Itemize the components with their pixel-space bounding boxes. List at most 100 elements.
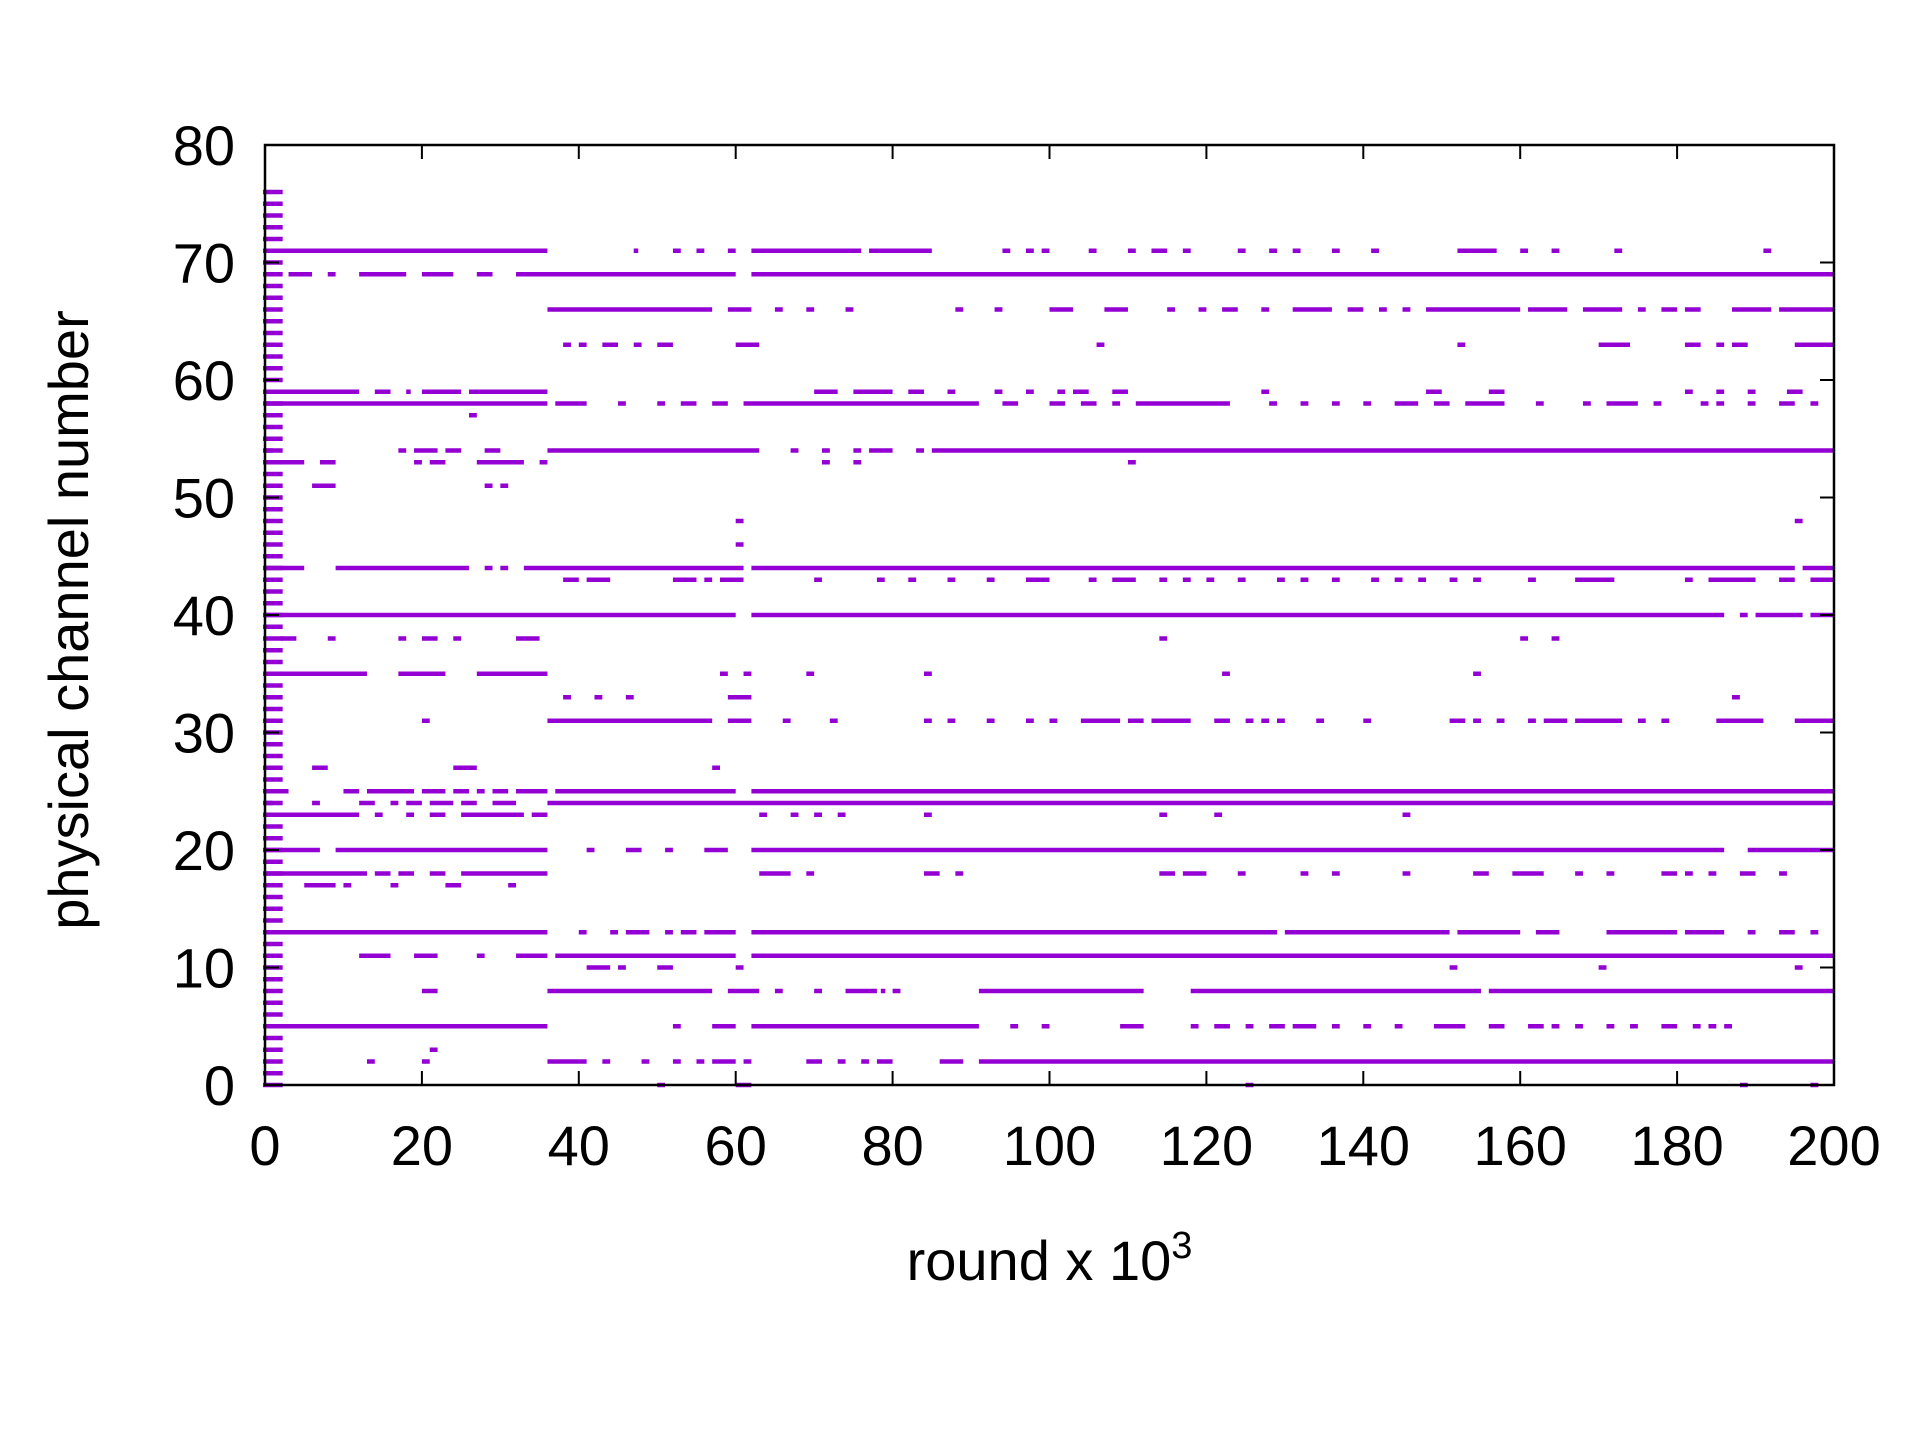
channel-18-mark — [806, 871, 815, 876]
channel-2-mark — [421, 1059, 430, 1064]
channel-35-mark — [923, 671, 932, 676]
channel-40-mark — [265, 612, 736, 618]
channel-31-mark — [1214, 718, 1230, 723]
channel-43-mark — [876, 577, 885, 582]
initial-scan-mark — [263, 753, 283, 759]
channel-25-mark — [555, 789, 736, 794]
channel-2-mark — [366, 1059, 375, 1064]
initial-scan-mark — [263, 507, 283, 512]
channel-43-mark — [947, 577, 956, 582]
channel-31-mark — [1637, 718, 1646, 723]
channel-18-mark — [955, 871, 964, 876]
channel-5-mark — [1394, 1024, 1403, 1029]
channel-31-mark — [1261, 718, 1270, 723]
tick-labels: 0 20 40 60 80 100 120 140 160 180 200 0 10 20 30 40 50 60… — [173, 114, 1881, 1177]
channel-5-mark — [265, 1024, 548, 1029]
channel-63-mark — [735, 342, 760, 347]
channel-18-mark — [759, 871, 791, 876]
channel-23-mark — [759, 812, 768, 817]
channel-31-mark — [1543, 718, 1568, 723]
channel-43-mark — [1708, 577, 1756, 582]
initial-scan-mark — [263, 659, 283, 665]
channel-2-mark — [939, 1059, 964, 1064]
channel-5-mark — [1528, 1024, 1544, 1029]
channel-44-mark — [1802, 565, 1834, 571]
channel-54-mark — [790, 448, 799, 453]
channel-8-mark — [1190, 988, 1481, 994]
channel-59-mark — [1786, 389, 1803, 394]
initial-scan-mark — [263, 307, 283, 312]
channel-44-mark — [484, 565, 493, 571]
channel-31-mark — [1661, 718, 1670, 723]
channel-5-mark — [1708, 1024, 1717, 1029]
channel-66-mark — [1426, 307, 1521, 312]
channel-5-mark — [1724, 1024, 1733, 1029]
channel-18-mark — [1684, 871, 1693, 876]
channel-31-mark — [727, 718, 752, 723]
channel-25-mark — [476, 789, 485, 794]
channel-31-mark — [1794, 718, 1834, 723]
channel-10-mark — [586, 965, 611, 970]
channel-66-mark — [1684, 307, 1701, 312]
channel-5-mark — [1120, 1024, 1144, 1029]
initial-scan-mark — [263, 589, 283, 594]
channel-53-mark — [853, 460, 862, 465]
channel-43-mark — [1528, 577, 1536, 582]
channel-33-mark — [625, 695, 634, 700]
channel-58-mark — [1300, 401, 1309, 406]
channel-8-mark — [774, 988, 783, 994]
channel-66-mark — [1637, 307, 1646, 312]
initial-scan-mark — [263, 789, 283, 794]
channel-8-mark — [978, 988, 1144, 994]
channel-53-mark — [429, 460, 446, 465]
channel-43-mark — [986, 577, 995, 582]
channel-59-mark — [1426, 389, 1442, 394]
channel-17-mark — [390, 883, 399, 888]
channel-71-mark — [869, 248, 932, 253]
channel-2-mark — [806, 1059, 822, 1064]
channel-58-mark — [265, 401, 548, 406]
channel-18-mark — [1473, 871, 1489, 876]
channel-43-mark — [1159, 577, 1168, 582]
channel-13-mark — [751, 930, 1278, 935]
channel-58-mark — [1394, 401, 1419, 406]
initial-scan-mark — [263, 248, 283, 253]
channel-11-mark — [414, 953, 438, 958]
channel-18-mark — [1159, 871, 1176, 876]
channel-53-mark — [476, 460, 524, 465]
channel-71-mark — [1457, 248, 1497, 253]
channel-27-mark — [312, 765, 328, 770]
channel-2-mark — [712, 1059, 736, 1064]
channel-5-mark — [1692, 1024, 1701, 1029]
channel-63-mark — [1096, 342, 1105, 347]
y-tick-label: 30 — [173, 702, 235, 765]
initial-scan-mark — [263, 236, 283, 242]
channel-48-mark — [735, 518, 744, 524]
channel-10-mark — [1794, 965, 1803, 970]
channel-40-mark — [751, 612, 1725, 618]
channel-31-mark — [547, 718, 713, 723]
channel-66-mark — [1661, 307, 1678, 312]
initial-scan-mark — [263, 413, 283, 418]
channel-25-mark — [492, 789, 509, 794]
channel-59-mark — [1716, 389, 1725, 394]
channel-2-mark — [876, 1059, 893, 1064]
channel-10-mark — [1598, 965, 1607, 970]
channel-31-mark — [1528, 718, 1536, 723]
data-marks — [263, 189, 1835, 1088]
channel-31-mark — [986, 718, 995, 723]
channel-63-mark — [1457, 342, 1466, 347]
channel-17-mark — [508, 883, 517, 888]
channel-24-mark — [461, 800, 477, 806]
channel-35-mark — [720, 671, 728, 676]
channel-23-mark — [429, 812, 446, 817]
channel-23-mark — [531, 812, 548, 817]
channel-18-mark — [374, 871, 391, 876]
initial-scan-mark — [263, 201, 283, 206]
channel-33-mark — [727, 695, 752, 700]
y-tick-label: 80 — [173, 114, 235, 177]
channel-69-mark — [327, 272, 336, 277]
channel-44-mark — [751, 565, 1795, 571]
channel-63-mark — [1598, 342, 1631, 347]
initial-scan-mark — [263, 800, 283, 806]
